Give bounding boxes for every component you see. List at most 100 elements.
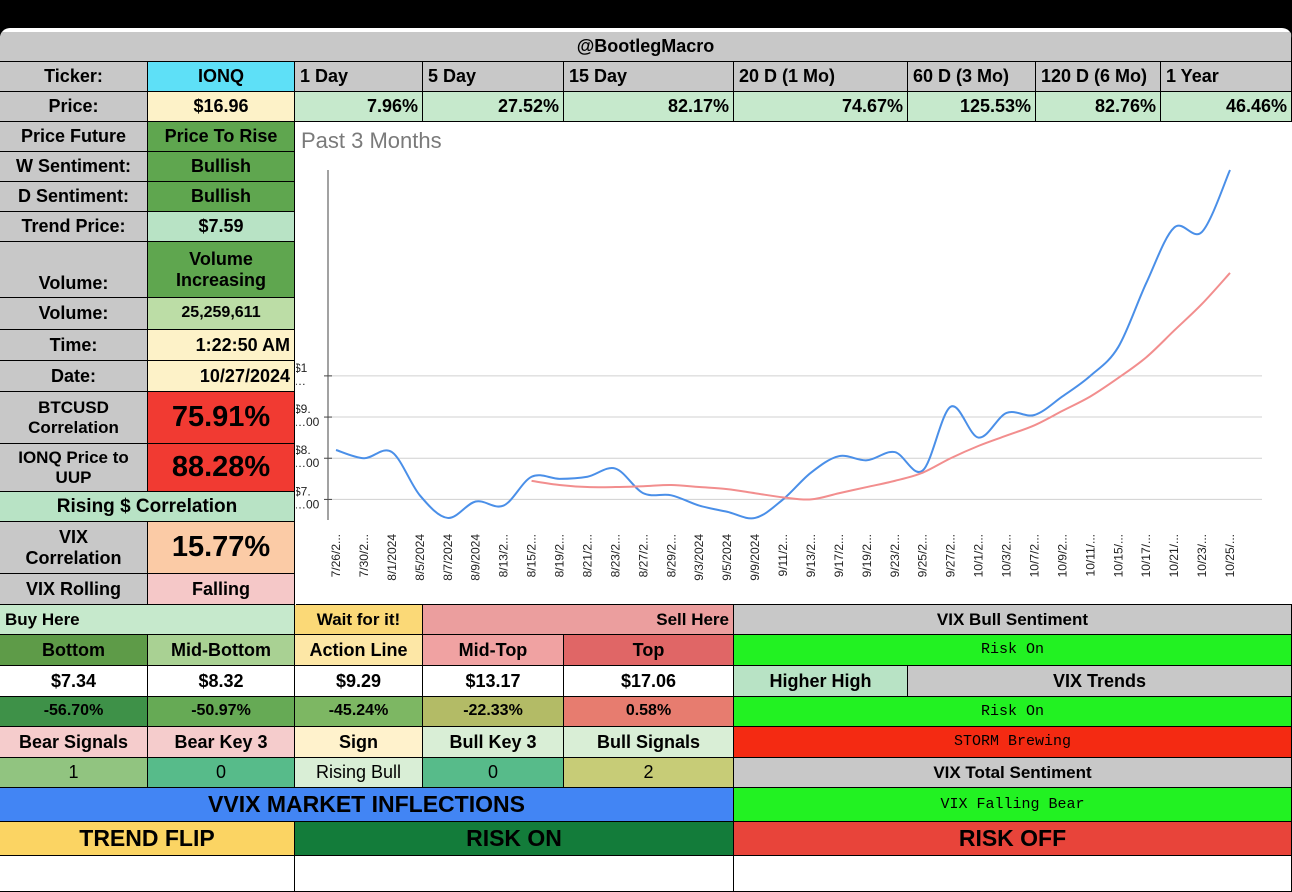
y-tick-label: $7. <box>296 484 311 498</box>
x-tick-label: 10/9/2... <box>1055 534 1069 577</box>
period-60d: 60 D (3 Mo) <box>908 62 1036 92</box>
x-tick-label: 8/23/2... <box>608 534 622 577</box>
btc-corr-label-line2: Correlation <box>28 417 119 437</box>
x-tick-label: 10/17/... <box>1139 534 1153 577</box>
x-tick-label: 8/29/2... <box>664 534 678 577</box>
vix-falling-bear: VIX Falling Bear <box>734 788 1292 822</box>
dashboard-sheet: @BootlegMacro Ticker: IONQ 1 Day 5 Day 1… <box>0 28 1292 892</box>
wait-label: Wait for it! <box>295 605 423 635</box>
period-15d: 15 Day <box>564 62 734 92</box>
vix-rolling-value: Falling <box>148 574 295 605</box>
y-tick-label: $9. <box>296 402 311 416</box>
x-tick-label: 9/11/2... <box>776 534 790 576</box>
w-sentiment-value: Bullish <box>148 152 295 182</box>
level-pct-mid-top: -22.33% <box>423 697 564 727</box>
time-label: Time: <box>0 330 148 361</box>
volume-trend-label-text: Volume: <box>38 273 109 294</box>
level-price-mid-top: $13.17 <box>423 666 564 697</box>
date-label: Date: <box>0 361 148 392</box>
period-120d: 120 D (6 Mo) <box>1036 62 1161 92</box>
vix-risk-on-2: Risk On <box>734 697 1292 727</box>
return-1y: 46.46% <box>1161 92 1292 122</box>
x-tick-label: 9/25/2... <box>916 534 930 577</box>
sell-here-label: Sell Here <box>423 605 734 635</box>
level-header-mid-top: Mid-Top <box>423 635 564 666</box>
risk-off-value <box>734 856 1292 892</box>
signal-header-bull-signals: Bull Signals <box>564 727 734 758</box>
x-tick-label: 10/1/2... <box>972 534 986 577</box>
level-pct-bottom: -56.70% <box>0 697 148 727</box>
x-tick-label: 10/21/... <box>1167 534 1181 577</box>
y-tick-label: $1 <box>296 361 308 375</box>
btc-corr-label-line1: BTCUSD <box>38 397 109 417</box>
y-tick-label-cont: …00 <box>296 415 320 429</box>
x-tick-label: 8/13/2... <box>497 534 511 577</box>
x-tick-label: 8/9/2024 <box>469 534 483 581</box>
period-5d: 5 Day <box>423 62 564 92</box>
vix-corr-value: 15.77% <box>148 522 295 574</box>
volume-label: Volume: <box>0 298 148 330</box>
vix-bull-sentiment-label: VIX Bull Sentiment <box>734 605 1292 635</box>
return-1d: 7.96% <box>295 92 423 122</box>
uup-corr-label: IONQ Price to UUP <box>0 444 148 492</box>
period-1d: 1 Day <box>295 62 423 92</box>
level-header-top: Top <box>564 635 734 666</box>
vix-corr-label: VIX Correlation <box>0 522 148 574</box>
y-tick-label-cont: …00 <box>296 456 320 470</box>
x-tick-label: 9/17/2... <box>832 534 846 577</box>
signal-value-bull-signals: 2 <box>564 758 734 788</box>
signal-value-sign: Rising Bull <box>295 758 423 788</box>
vix-corr-label-line1: VIX <box>58 526 88 547</box>
price-future-label: Price Future <box>0 122 148 152</box>
y-tick-label-cont: …00 <box>296 497 320 511</box>
trend-flip-value <box>0 856 295 892</box>
chart-svg: $1…$9.…00$8.…00$7.…007/26/2...7/30/2...8… <box>296 169 1262 581</box>
period-20d: 20 D (1 Mo) <box>734 62 908 92</box>
x-tick-label: 9/19/2... <box>860 534 874 577</box>
level-pct-mid-bottom: -50.97% <box>148 697 295 727</box>
x-tick-label: 8/19/2... <box>553 534 567 577</box>
price-series-line <box>335 169 1231 520</box>
price-value: $16.96 <box>148 92 295 122</box>
x-tick-label: 8/27/2... <box>636 534 650 577</box>
volume-trend-line1: Volume <box>189 248 253 269</box>
uup-corr-value: 88.28% <box>148 444 295 492</box>
price-chart: Past 3 Months $1…$9.…00$8.…00$7.…007/26/… <box>296 122 1292 605</box>
level-header-bottom: Bottom <box>0 635 148 666</box>
x-tick-label: 9/9/2024 <box>748 534 762 581</box>
trend-series-line <box>531 272 1231 501</box>
level-header-action-line: Action Line <box>295 635 423 666</box>
vix-corr-label-line2: Correlation <box>25 547 122 568</box>
signal-header-bear-signals: Bear Signals <box>0 727 148 758</box>
risk-on-value <box>295 856 734 892</box>
signal-value-bear-key3: 0 <box>148 758 295 788</box>
signal-header-bear-key3: Bear Key 3 <box>148 727 295 758</box>
trend-price-value: $7.59 <box>148 212 295 242</box>
x-tick-label: 8/1/2024 <box>385 534 399 581</box>
vix-risk-on-1: Risk On <box>734 635 1292 666</box>
x-tick-label: 9/23/2... <box>888 534 902 577</box>
return-5d: 27.52% <box>423 92 564 122</box>
ticker-value[interactable]: IONQ <box>148 62 295 92</box>
vix-rolling-label: VIX Rolling <box>0 574 148 605</box>
level-price-action-line: $9.29 <box>295 666 423 697</box>
return-20d: 74.67% <box>734 92 908 122</box>
trend-price-label: Trend Price: <box>0 212 148 242</box>
uup-corr-label-line2: UUP <box>55 467 92 487</box>
x-tick-label: 10/23/... <box>1195 534 1209 577</box>
x-tick-label: 8/15/2... <box>525 534 539 577</box>
volume-trend-label: Volume: <box>0 242 148 298</box>
return-15d: 82.17% <box>564 92 734 122</box>
level-price-top: $17.06 <box>564 666 734 697</box>
level-price-mid-bottom: $8.32 <box>148 666 295 697</box>
return-60d: 125.53% <box>908 92 1036 122</box>
btc-corr-value: 75.91% <box>148 392 295 444</box>
volume-value: 25,259,611 <box>148 298 295 330</box>
higher-high-label: Higher High <box>734 666 908 697</box>
x-tick-label: 10/11/... <box>1083 534 1097 576</box>
btc-corr-label: BTCUSD Correlation <box>0 392 148 444</box>
x-tick-label: 10/3/2... <box>1000 534 1014 577</box>
x-tick-label: 9/13/2... <box>804 534 818 577</box>
d-sentiment-value: Bullish <box>148 182 295 212</box>
signal-value-bear-signals: 1 <box>0 758 148 788</box>
